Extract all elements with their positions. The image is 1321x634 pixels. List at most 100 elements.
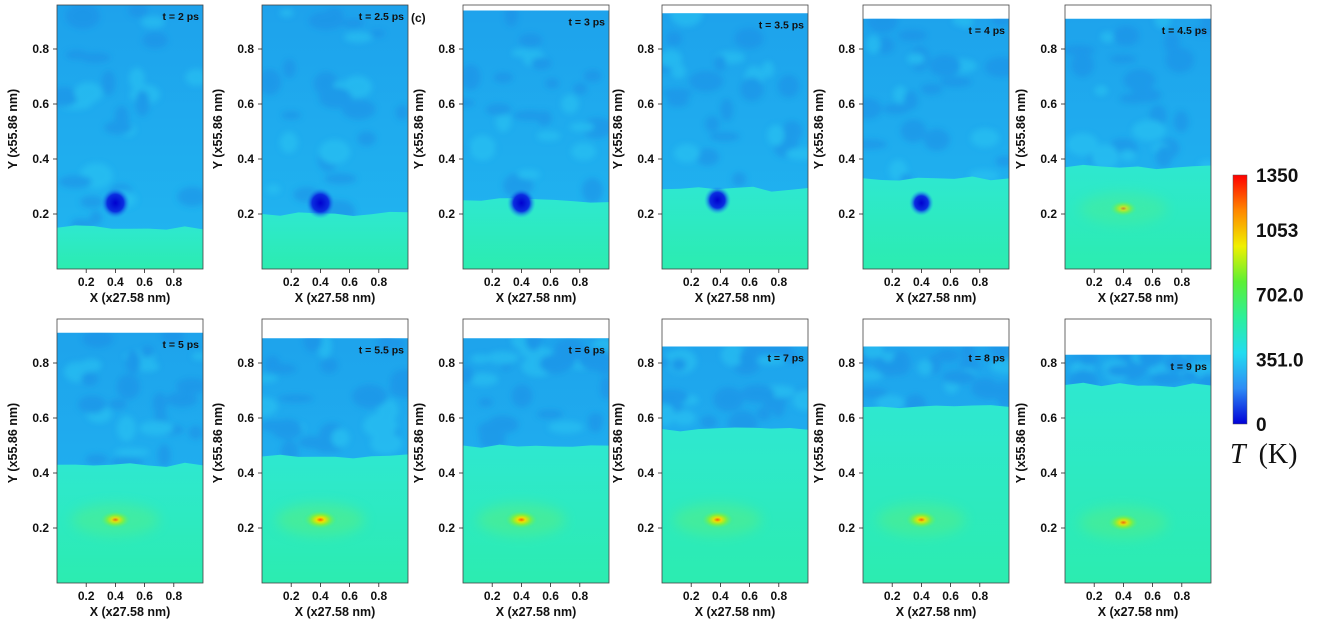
x-tick-label: 0.8 (571, 589, 588, 603)
y-tick-label: 0.4 (237, 466, 254, 480)
x-tick-label: 0.8 (370, 275, 387, 289)
x-tick-label: 0.2 (484, 589, 501, 603)
y-tick-label: 0.8 (237, 42, 254, 56)
heatmap-panel: 0.2 0.4 0.6 0.8 0.2 0.4 0.6 0.8 X (x27.58 nm) Y (… (412, 318, 610, 619)
hot-spot (98, 510, 132, 529)
x-tick-label: 0.2 (884, 275, 901, 289)
x-tick-label: 0.6 (741, 275, 758, 289)
y-tick-label: 0.8 (32, 356, 49, 370)
x-axis-label: X (x27.58 nm) (896, 605, 977, 619)
x-axis-label: X (x27.58 nm) (90, 605, 171, 619)
x-tick-label: 0.6 (136, 589, 153, 603)
x-tick-label: 0.2 (1086, 275, 1103, 289)
y-tick-label: 0.2 (1040, 521, 1057, 535)
y-tick-label: 0.2 (1040, 207, 1057, 221)
y-axis-label: Y (x55.86 nm) (812, 89, 826, 169)
y-tick-label: 0.8 (838, 356, 855, 370)
hot-spot (700, 510, 735, 530)
y-axis-label: Y (x55.86 nm) (211, 89, 225, 169)
panel-frame (462, 318, 610, 584)
y-tick-label: 0.4 (637, 466, 654, 480)
y-tick-label: 0.4 (838, 466, 855, 480)
x-tick-label: 0.4 (107, 275, 124, 289)
panel-frame (862, 318, 1010, 584)
lower-region (863, 176, 1009, 269)
hot-spot (503, 509, 540, 530)
x-tick-label: 0.6 (542, 589, 559, 603)
x-tick-label: 0.4 (1115, 275, 1132, 289)
y-tick-label: 0.8 (237, 356, 254, 370)
y-tick-label: 0.6 (1040, 97, 1057, 111)
y-axis-label: Y (x55.86 nm) (412, 89, 426, 169)
x-tick-label: 0.8 (971, 589, 988, 603)
y-tick-label: 0.6 (32, 411, 49, 425)
y-axis-label: Y (x55.86 nm) (812, 403, 826, 483)
x-tick-label: 0.2 (78, 275, 95, 289)
x-axis-label: X (x27.58 nm) (496, 291, 577, 305)
y-tick-label: 0.2 (637, 521, 654, 535)
time-label: t = 4.5 ps (1162, 25, 1207, 37)
time-label: t = 4 ps (969, 25, 1006, 37)
y-tick-label: 0.8 (637, 356, 654, 370)
x-tick-label: 0.6 (942, 275, 959, 289)
colorbar-title: T (K) (1230, 439, 1297, 470)
y-axis-label: Y (x55.86 nm) (611, 403, 625, 483)
x-tick-label: 0.2 (683, 275, 700, 289)
y-tick-label: 0.2 (838, 207, 855, 221)
x-tick-label: 0.6 (341, 589, 358, 603)
colorbar-tick-label: 702.0 (1256, 286, 1304, 307)
panel-frame (1064, 4, 1212, 270)
colorbar-tick-label: 1350 (1256, 166, 1298, 187)
lower-region (662, 186, 808, 269)
cold-spot (305, 187, 336, 219)
x-tick-label: 0.8 (1173, 589, 1190, 603)
panel-frame (462, 4, 610, 270)
y-tick-label: 0.4 (1040, 152, 1057, 166)
x-tick-label: 0.2 (884, 589, 901, 603)
heatmap-panel: 0.2 0.4 0.6 0.8 0.2 0.4 0.6 0.8 X (x27.58 nm) Y (… (412, 4, 610, 305)
y-tick-label: 0.2 (32, 207, 49, 221)
hot-spot (1108, 200, 1139, 217)
x-tick-label: 0.2 (683, 589, 700, 603)
x-tick-label: 0.4 (312, 589, 329, 603)
y-tick-label: 0.6 (838, 411, 855, 425)
lower-region (463, 198, 609, 269)
x-tick-label: 0.4 (107, 589, 124, 603)
heatmap-panel: 0.2 0.4 0.6 0.8 0.2 0.4 0.6 0.8 X (x27.58 nm) Y (… (6, 318, 204, 619)
y-tick-label: 0.6 (438, 97, 455, 111)
colorbar-title-variable: T (1230, 439, 1248, 470)
colorbar-tick-label: 0 (1256, 415, 1267, 436)
y-tick-label: 0.2 (637, 207, 654, 221)
y-axis-label: Y (x55.86 nm) (1014, 403, 1028, 483)
panel-frame (661, 318, 809, 584)
heatmap-panel: 0.2 0.4 0.6 0.8 0.2 0.4 0.6 0.8 X (x27.58 nm) Y (… (812, 4, 1010, 305)
y-tick-label: 0.4 (32, 466, 49, 480)
x-axis-label: X (x27.58 nm) (1098, 605, 1179, 619)
x-tick-label: 0.2 (283, 275, 300, 289)
heatmap-panel: 0.2 0.4 0.6 0.8 0.2 0.4 0.6 0.8 X (x27.58 nm) Y (… (611, 4, 809, 305)
x-axis-label: X (x27.58 nm) (695, 291, 776, 305)
panel-frame (862, 4, 1010, 270)
x-axis-label: X (x27.58 nm) (295, 605, 376, 619)
lower-region (262, 211, 408, 269)
y-tick-label: 0.8 (1040, 356, 1057, 370)
time-label: t = 5 ps (163, 339, 200, 351)
colorbar-title-unit: (K) (1259, 439, 1298, 470)
panel-tag: (c) (411, 11, 426, 25)
colorbar: 1350 1053 702.0 351.0 0 T (K) (1230, 166, 1304, 470)
x-tick-label: 0.8 (165, 589, 182, 603)
y-tick-label: 0.6 (637, 97, 654, 111)
panel-frame (56, 318, 204, 584)
x-tick-label: 0.4 (712, 275, 729, 289)
x-tick-label: 0.6 (741, 589, 758, 603)
x-tick-label: 0.2 (1086, 589, 1103, 603)
heatmap-panel: 0.2 0.4 0.6 0.8 0.2 0.4 0.6 0.8 X (x27.58 nm) Y (… (611, 318, 809, 619)
time-label: t = 6 ps (569, 344, 606, 356)
x-tick-label: 0.8 (571, 275, 588, 289)
x-axis-label: X (x27.58 nm) (295, 291, 376, 305)
hot-spot (904, 510, 939, 530)
y-tick-label: 0.8 (637, 42, 654, 56)
x-tick-label: 0.4 (312, 275, 329, 289)
y-axis-label: Y (x55.86 nm) (611, 89, 625, 169)
